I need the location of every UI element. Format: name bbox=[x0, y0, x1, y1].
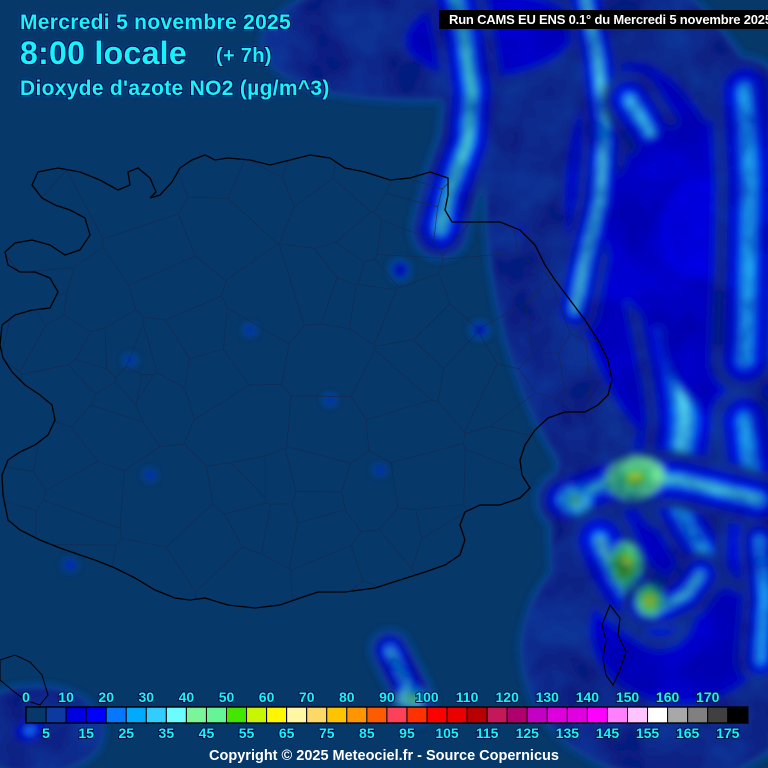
svg-text:85: 85 bbox=[359, 725, 375, 741]
svg-text:65: 65 bbox=[279, 725, 295, 741]
svg-text:50: 50 bbox=[219, 689, 235, 705]
svg-text:10: 10 bbox=[58, 689, 74, 705]
svg-text:20: 20 bbox=[98, 689, 114, 705]
svg-text:55: 55 bbox=[239, 725, 255, 741]
svg-text:45: 45 bbox=[199, 725, 215, 741]
svg-text:135: 135 bbox=[556, 725, 580, 741]
svg-text:110: 110 bbox=[456, 689, 479, 705]
svg-text:75: 75 bbox=[319, 725, 335, 741]
svg-text:25: 25 bbox=[118, 725, 134, 741]
svg-text:90: 90 bbox=[379, 689, 395, 705]
svg-text:35: 35 bbox=[159, 725, 175, 741]
svg-text:125: 125 bbox=[516, 725, 540, 741]
svg-text:175: 175 bbox=[716, 725, 740, 741]
svg-text:145: 145 bbox=[596, 725, 620, 741]
svg-text:115: 115 bbox=[476, 725, 499, 741]
svg-text:170: 170 bbox=[696, 689, 720, 705]
svg-text:0: 0 bbox=[22, 689, 30, 705]
svg-text:5: 5 bbox=[42, 725, 50, 741]
svg-text:15: 15 bbox=[78, 725, 94, 741]
svg-text:40: 40 bbox=[179, 689, 195, 705]
svg-text:70: 70 bbox=[299, 689, 315, 705]
svg-text:160: 160 bbox=[656, 689, 680, 705]
svg-text:95: 95 bbox=[399, 725, 415, 741]
svg-text:165: 165 bbox=[676, 725, 700, 741]
svg-text:120: 120 bbox=[496, 689, 520, 705]
svg-text:100: 100 bbox=[415, 689, 439, 705]
svg-text:140: 140 bbox=[576, 689, 600, 705]
svg-text:30: 30 bbox=[139, 689, 155, 705]
svg-text:60: 60 bbox=[259, 689, 275, 705]
svg-text:130: 130 bbox=[536, 689, 560, 705]
svg-text:80: 80 bbox=[339, 689, 355, 705]
svg-text:150: 150 bbox=[616, 689, 640, 705]
svg-text:105: 105 bbox=[435, 725, 459, 741]
svg-text:155: 155 bbox=[636, 725, 660, 741]
